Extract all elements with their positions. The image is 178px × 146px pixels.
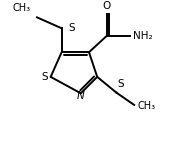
Text: O: O <box>103 1 111 11</box>
Text: CH₃: CH₃ <box>138 101 156 111</box>
Text: S: S <box>69 23 75 33</box>
Text: S: S <box>118 79 124 89</box>
Text: S: S <box>41 72 48 82</box>
Text: CH₃: CH₃ <box>12 3 30 13</box>
Text: NH₂: NH₂ <box>134 31 153 41</box>
Text: N: N <box>77 91 85 101</box>
